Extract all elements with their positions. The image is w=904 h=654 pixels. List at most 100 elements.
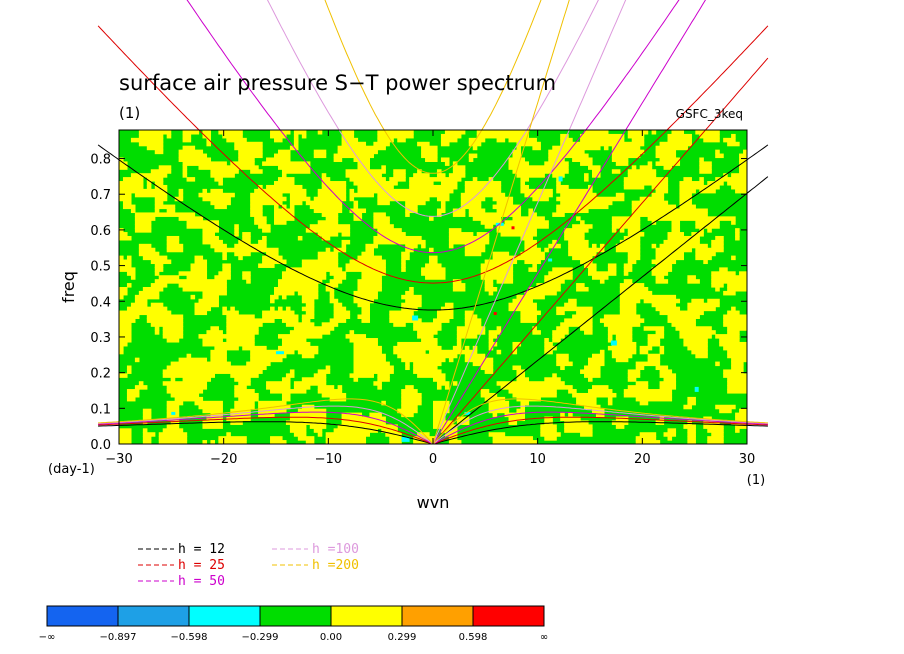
field-cell bbox=[711, 271, 736, 276]
field-cell bbox=[739, 169, 747, 174]
field-cell bbox=[707, 181, 724, 186]
field-cell bbox=[202, 424, 223, 429]
field-cell bbox=[341, 133, 355, 139]
field-cell bbox=[321, 181, 347, 186]
field-cell bbox=[436, 212, 442, 217]
field-cell bbox=[119, 310, 172, 316]
field-cell bbox=[206, 416, 223, 422]
field-cell bbox=[679, 204, 696, 210]
field-cell bbox=[643, 298, 681, 304]
field-cell bbox=[452, 165, 466, 170]
field-cell bbox=[655, 153, 677, 159]
field-cell bbox=[607, 267, 617, 272]
field-cell bbox=[250, 169, 263, 174]
field-cell bbox=[274, 137, 283, 143]
field-cell bbox=[723, 314, 747, 319]
field-cell bbox=[274, 204, 279, 210]
field-cell bbox=[584, 130, 609, 135]
field-cell bbox=[230, 420, 243, 425]
field-cell bbox=[584, 373, 601, 378]
field-cell bbox=[576, 396, 597, 402]
field-cell bbox=[711, 239, 724, 245]
field-cell bbox=[281, 173, 287, 178]
field-cell bbox=[357, 184, 394, 190]
field-cell bbox=[520, 235, 533, 241]
field-cell bbox=[556, 196, 625, 202]
field-cell bbox=[361, 275, 382, 280]
field-cell bbox=[202, 290, 227, 296]
field-cell bbox=[166, 243, 184, 249]
field-cell bbox=[603, 145, 609, 151]
field-cell bbox=[226, 330, 259, 335]
field-cell bbox=[643, 326, 665, 331]
field-cell bbox=[433, 412, 446, 418]
dispersion-curve-h12 bbox=[97, 144, 769, 311]
field-cell bbox=[425, 275, 446, 280]
field-cell bbox=[715, 235, 724, 241]
field-cell bbox=[142, 432, 156, 437]
field-cell bbox=[154, 267, 164, 272]
field-cell bbox=[639, 165, 653, 170]
field-cell bbox=[119, 314, 140, 319]
field-cell bbox=[329, 290, 335, 296]
field-cell bbox=[639, 432, 657, 437]
field-cell bbox=[556, 204, 609, 210]
field-cell bbox=[166, 408, 180, 414]
field-cell bbox=[329, 294, 335, 300]
field-cell bbox=[405, 385, 414, 390]
field-cell bbox=[576, 287, 589, 292]
field-cell bbox=[134, 220, 152, 225]
field-cell bbox=[289, 200, 303, 206]
field-cell bbox=[576, 216, 581, 221]
field-cell bbox=[711, 275, 747, 280]
field-cell bbox=[353, 204, 359, 210]
field-cell bbox=[138, 133, 164, 139]
field-cell bbox=[715, 287, 720, 292]
field-cell bbox=[516, 369, 526, 374]
field-cell bbox=[532, 145, 541, 151]
field-cell bbox=[699, 177, 704, 182]
field-cell bbox=[687, 345, 708, 351]
dispersion-curve-h200 bbox=[432, 0, 570, 444]
field-cell bbox=[544, 247, 549, 253]
field-cell bbox=[345, 267, 386, 272]
field-cell bbox=[238, 157, 255, 162]
field-cell bbox=[313, 428, 323, 433]
field-cell bbox=[655, 330, 665, 335]
field-cell bbox=[365, 243, 378, 249]
field-cell bbox=[119, 341, 128, 347]
field-cell bbox=[337, 424, 398, 429]
field-cell bbox=[170, 377, 176, 382]
field-cell bbox=[436, 310, 454, 316]
field-cell bbox=[289, 204, 295, 210]
field-cell bbox=[607, 263, 617, 268]
field-cell bbox=[154, 330, 160, 335]
field-cell bbox=[524, 290, 557, 296]
field-cell bbox=[289, 428, 307, 433]
field-cell bbox=[178, 216, 204, 221]
field-cell bbox=[448, 243, 454, 249]
field-cell bbox=[222, 133, 243, 139]
field-cell bbox=[727, 287, 747, 292]
field-cell bbox=[353, 357, 386, 363]
y-tick-label: 0.3 bbox=[90, 331, 111, 346]
field-cell bbox=[166, 389, 204, 394]
field-cell bbox=[345, 173, 382, 178]
field-cell bbox=[317, 389, 343, 394]
field-cell bbox=[623, 181, 669, 186]
field-cell bbox=[703, 137, 720, 143]
field-cell bbox=[353, 216, 363, 221]
field-cell bbox=[119, 196, 132, 202]
y-axis-label: freq bbox=[59, 271, 78, 303]
field-cell bbox=[516, 377, 529, 382]
field-cell bbox=[460, 204, 482, 210]
field-cell bbox=[584, 365, 601, 371]
field-cell bbox=[381, 428, 398, 433]
field-cell bbox=[210, 349, 227, 355]
field-cell bbox=[409, 184, 458, 190]
field-cell bbox=[226, 432, 231, 437]
field-cell bbox=[297, 235, 303, 241]
field-cell bbox=[480, 389, 490, 394]
field-cell bbox=[687, 436, 696, 441]
field-cell bbox=[301, 294, 319, 300]
